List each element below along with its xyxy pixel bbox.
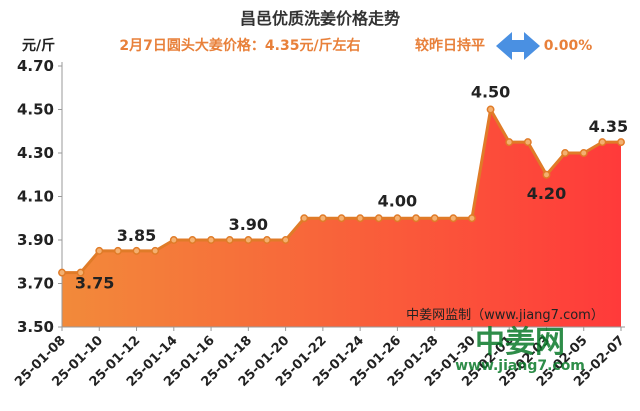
data-label: 4.00	[378, 191, 417, 210]
data-label: 4.20	[527, 184, 566, 203]
y-tick-label: 4.50	[17, 101, 54, 119]
data-point	[467, 214, 476, 223]
data-point	[244, 236, 253, 244]
data-point	[561, 149, 570, 157]
data-label: 3.85	[117, 226, 156, 245]
y-tick-label: 3.50	[17, 318, 54, 336]
data-point	[505, 138, 514, 147]
y-tick-label: 4.30	[17, 144, 54, 162]
y-tick-label: 4.10	[17, 188, 54, 206]
data-point	[449, 214, 458, 223]
data-label: 4.50	[471, 83, 510, 102]
source-annotation: 中姜网监制（www.jiang7.com）	[406, 308, 604, 323]
y-tick-label: 3.70	[17, 275, 54, 293]
double-arrow-icon	[496, 32, 540, 60]
data-point	[76, 268, 85, 277]
chart-title: 昌邑优质洗姜价格走势	[240, 9, 400, 28]
data-label: 3.75	[75, 274, 114, 293]
data-point	[523, 138, 532, 147]
chart-subtitle-compare: 较昨日持平	[415, 37, 485, 54]
data-point	[617, 138, 625, 147]
data-point	[132, 246, 141, 255]
data-point	[598, 138, 607, 147]
data-point	[169, 236, 178, 244]
data-point	[542, 170, 551, 179]
data-point	[263, 236, 271, 244]
data-point	[412, 214, 420, 223]
data-point	[318, 214, 327, 223]
data-point	[58, 268, 66, 277]
data-point	[337, 214, 346, 223]
data-point	[430, 214, 439, 223]
chart-subtitle-price: 2月7日圆头大姜价格：4.35元/斤左右	[119, 37, 360, 54]
data-point	[207, 236, 216, 244]
data-point	[95, 246, 104, 255]
data-point	[393, 214, 402, 223]
data-point	[579, 149, 588, 157]
data-point	[188, 236, 197, 244]
data-point	[300, 214, 309, 223]
logo-text: 中姜网	[475, 325, 565, 360]
y-axis-label: 元/斤	[22, 37, 55, 54]
data-point	[281, 236, 290, 244]
data-label: 4.35	[589, 117, 628, 136]
data-point	[356, 214, 365, 223]
data-point	[374, 214, 383, 223]
data-point	[113, 246, 122, 255]
data-point	[225, 236, 234, 244]
logo-url: www.jiang7.com	[455, 358, 585, 374]
chart-subtitle-change: 0.00%	[544, 38, 593, 54]
data-point	[151, 246, 160, 255]
logo-watermark: 中姜网 www.jiang7.com	[455, 325, 585, 374]
y-tick-label: 3.90	[17, 231, 54, 249]
y-tick-label: 4.70	[17, 57, 54, 75]
data-label: 3.90	[229, 215, 268, 234]
data-point	[486, 105, 495, 114]
